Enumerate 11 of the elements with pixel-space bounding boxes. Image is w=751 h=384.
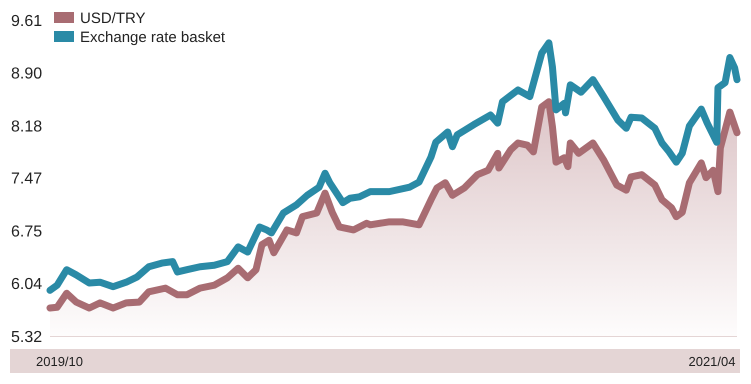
y-tick-label: 7.47 (11, 170, 42, 188)
y-tick-label: 9.61 (11, 13, 42, 30)
y-tick-label: 8.18 (11, 118, 42, 136)
y-tick-label: 6.75 (11, 224, 42, 241)
legend-label: USD/TRY (80, 10, 146, 27)
y-tick-label: 6.04 (11, 276, 42, 293)
y-tick-label: 8.90 (11, 65, 42, 82)
x-tick-label: 2019/10 (36, 354, 84, 369)
legend-label: Exchange rate basket (80, 29, 226, 46)
x-tick-label: 2021/04 (688, 354, 736, 369)
y-tick-label: 5.32 (11, 329, 42, 346)
